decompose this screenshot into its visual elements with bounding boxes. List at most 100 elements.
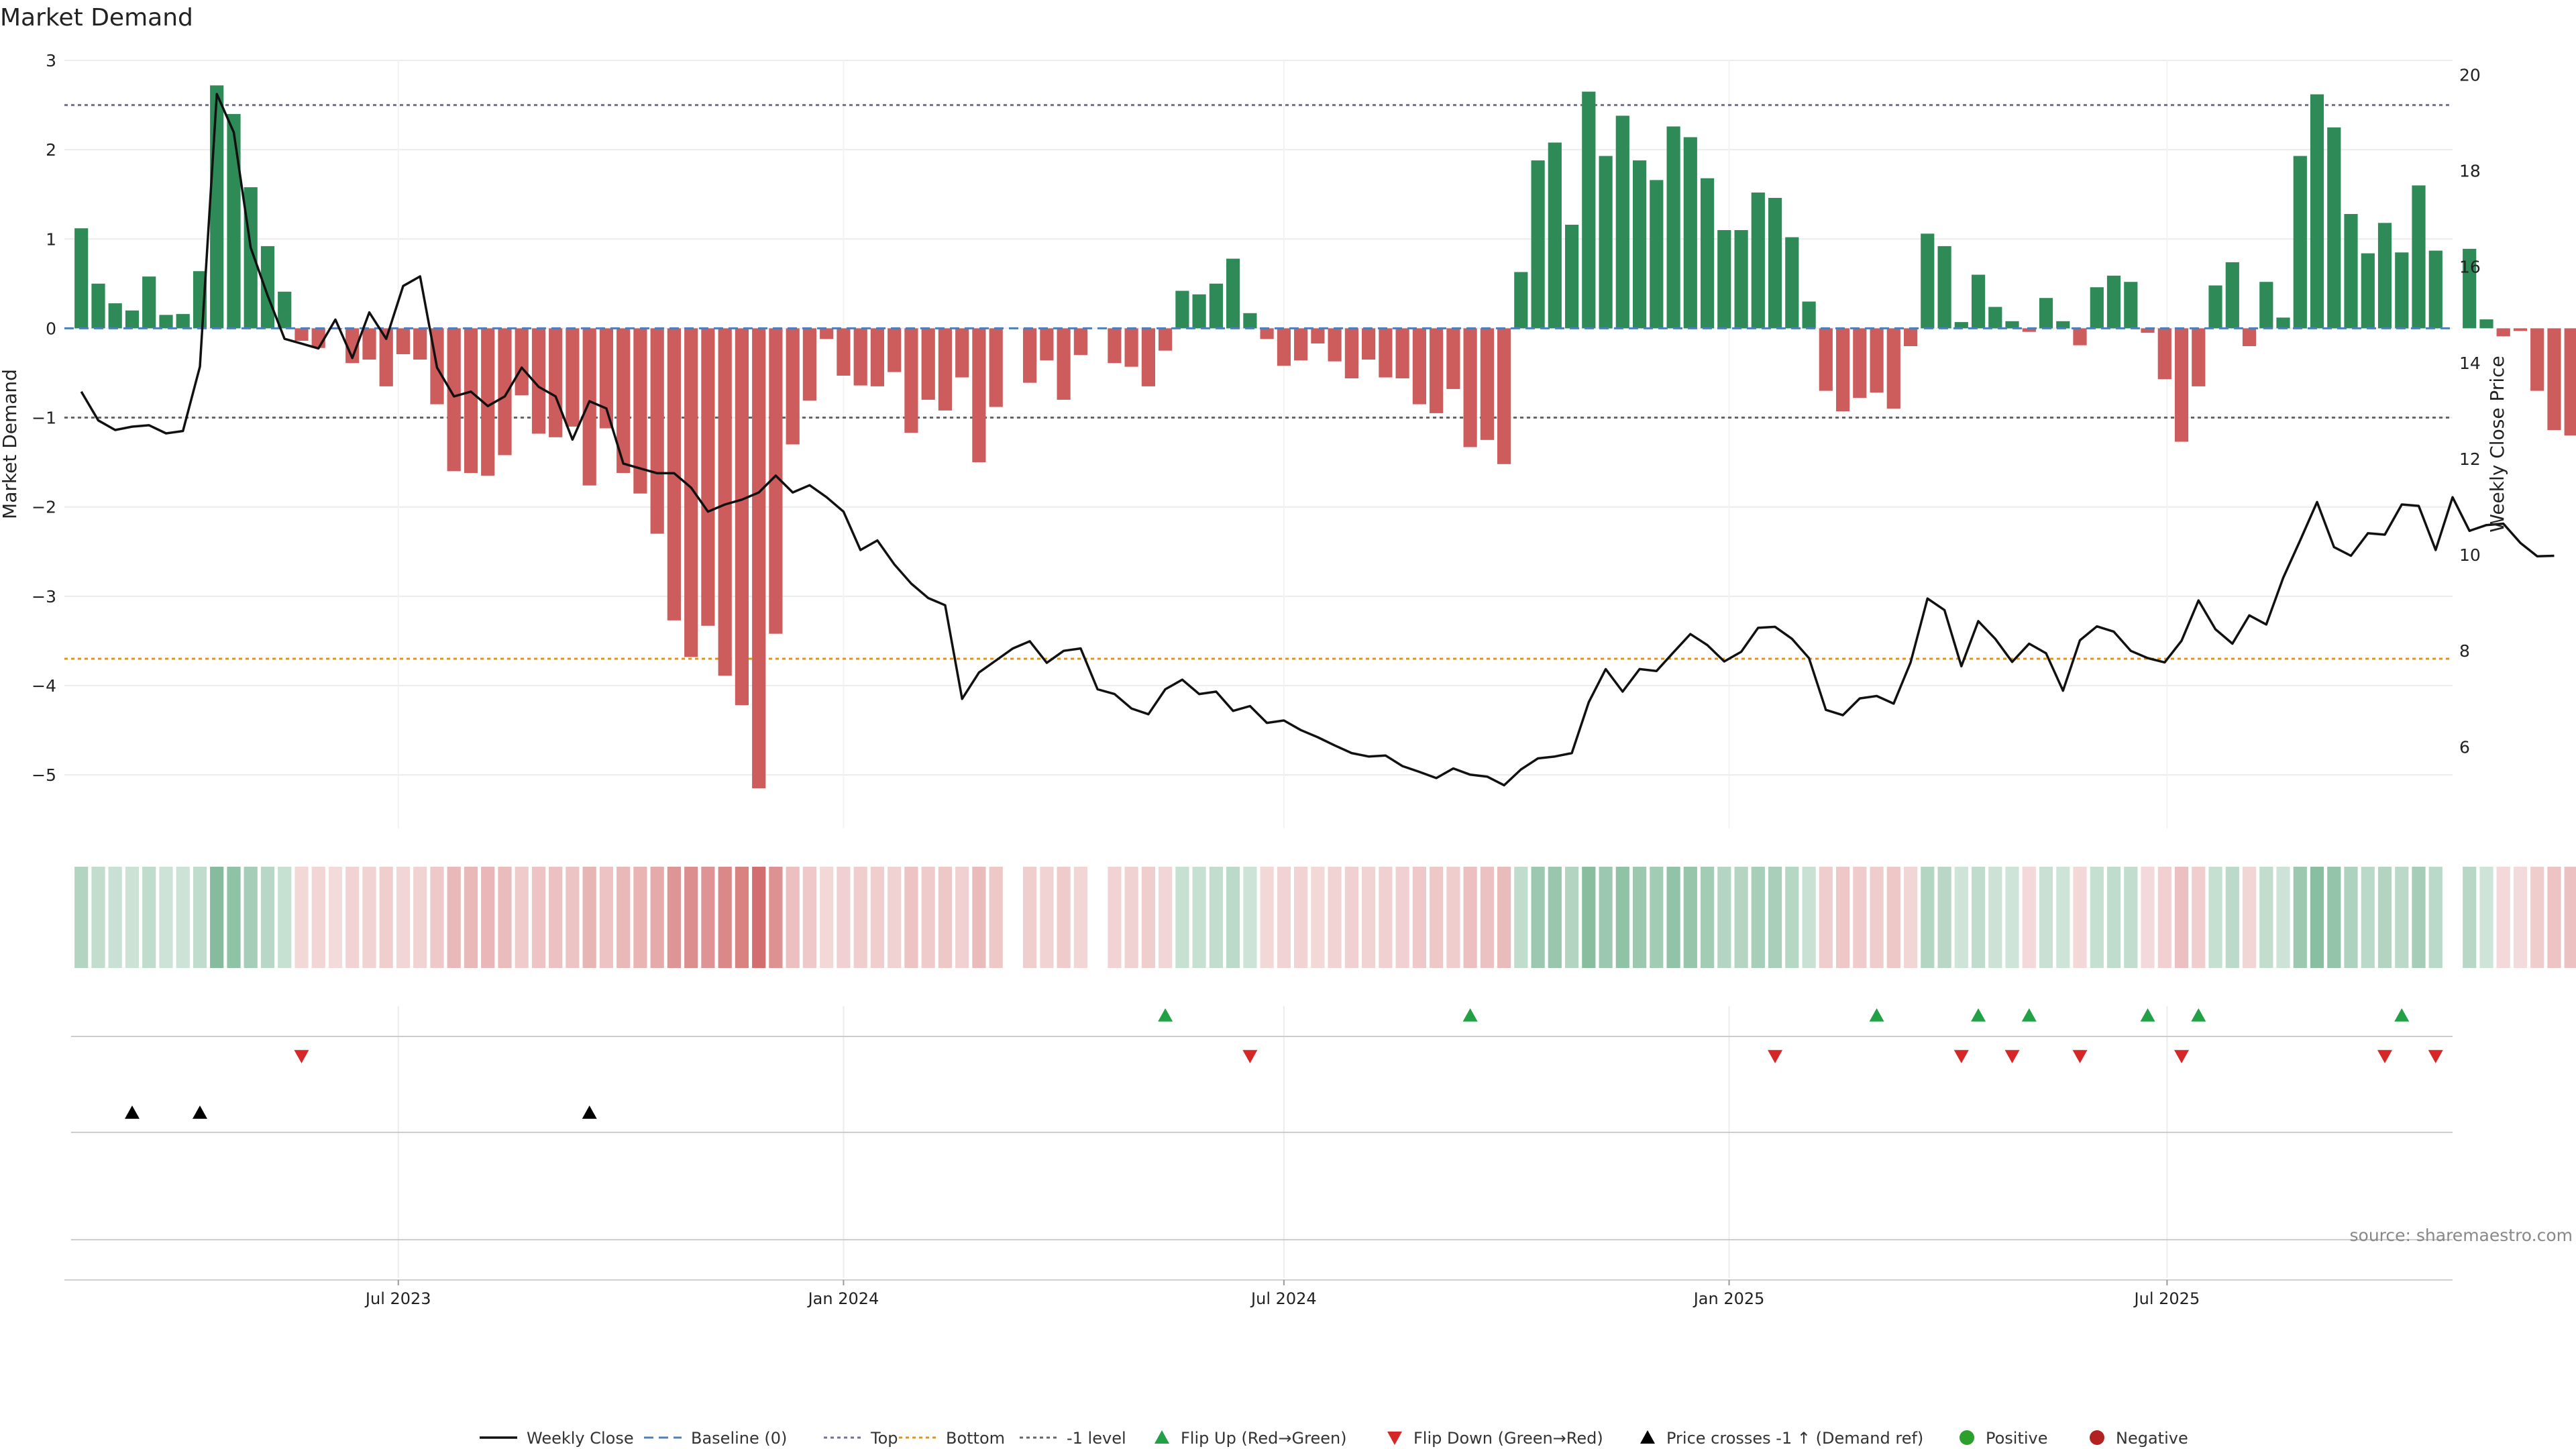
heat-cell — [2022, 867, 2036, 968]
demand-bar — [1785, 237, 1799, 329]
heat-cell — [1836, 867, 1850, 968]
heat-cell — [802, 867, 816, 968]
demand-bar — [1108, 328, 1122, 364]
heat-cell — [989, 867, 1003, 968]
heat-cell — [74, 867, 89, 968]
demand-bar — [362, 328, 376, 360]
heat-cell — [2428, 867, 2443, 968]
demand-bar — [176, 314, 190, 329]
demand-bar — [1395, 328, 1409, 378]
demand-bar — [2428, 250, 2443, 329]
heat-cell — [193, 867, 207, 968]
demand-bar — [1446, 328, 1460, 389]
heat-cell — [2259, 867, 2273, 968]
heat-cell — [684, 867, 698, 968]
demand-bar — [972, 328, 986, 463]
heat-cell — [938, 867, 952, 968]
legend-item: -1 level — [1020, 1429, 1126, 1448]
heat-cell — [2039, 867, 2053, 968]
heat-cell — [1819, 867, 1833, 968]
demand-bar — [1311, 328, 1325, 343]
heat-cell — [2293, 867, 2307, 968]
flip-up-marker — [1462, 1008, 1478, 1022]
y-left-tick-label: −1 — [32, 409, 56, 428]
flip-up-marker — [1869, 1008, 1884, 1022]
heat-cell — [1463, 867, 1477, 968]
demand-bar — [1226, 258, 1240, 329]
demand-bar — [1497, 328, 1511, 464]
y-left-tick-label: −5 — [32, 765, 56, 785]
demand-bar — [2530, 328, 2544, 391]
heat-cell — [735, 867, 749, 968]
demand-bar — [1802, 301, 1816, 329]
demand-bar — [684, 328, 698, 657]
heat-cell — [1057, 867, 1071, 968]
legend-swatch-flip-up — [1155, 1430, 1169, 1444]
legend-item: Price crosses -1 ↑ (Demand ref) — [1640, 1429, 1923, 1448]
price-cross-marker — [192, 1106, 207, 1119]
heat-cell — [515, 867, 529, 968]
demand-bar — [2174, 328, 2189, 442]
heat-cell — [159, 867, 173, 968]
flip-down-marker — [2428, 1050, 2443, 1063]
heat-cell — [1802, 867, 1816, 968]
heat-cell — [1412, 867, 1426, 968]
demand-bars — [64, 85, 2576, 789]
heat-cell — [820, 867, 834, 968]
demand-heat-strip — [74, 867, 2576, 968]
heat-cell — [1344, 867, 1358, 968]
demand-bar — [1379, 328, 1393, 378]
flip-up-marker — [2394, 1008, 2410, 1022]
demand-bar — [1243, 313, 1257, 329]
demand-bar — [2293, 156, 2307, 329]
heat-cell — [2141, 867, 2155, 968]
demand-bar — [2310, 94, 2324, 329]
demand-bar — [2192, 328, 2206, 386]
heat-cell — [430, 867, 444, 968]
legend-label: Flip Down (Green→Red) — [1413, 1429, 1603, 1448]
flip-up-marker — [2021, 1008, 2037, 1022]
heat-cell — [278, 867, 292, 968]
demand-bar — [1870, 328, 1884, 393]
legend-swatch-price-cross — [1640, 1430, 1655, 1444]
heat-cell — [1565, 867, 1579, 968]
heat-cell — [2361, 867, 2375, 968]
heat-cell — [1666, 867, 1680, 968]
x-tick-label: Jul 2025 — [2133, 1289, 2200, 1308]
demand-bar — [549, 328, 563, 437]
heat-cell — [498, 867, 512, 968]
heat-cell — [1243, 867, 1257, 968]
heat-cell — [1328, 867, 1342, 968]
demand-bar — [1666, 126, 1680, 329]
demand-bar — [904, 328, 918, 433]
demand-bar — [515, 328, 529, 396]
price-cross-marker — [124, 1106, 140, 1119]
demand-bar — [2022, 328, 2036, 332]
heat-cell — [2463, 867, 2477, 968]
demand-bar — [2106, 275, 2121, 329]
heat-cell — [1683, 867, 1697, 968]
legend-item: Negative — [2090, 1429, 2188, 1448]
demand-bar — [413, 328, 427, 360]
heat-cell — [413, 867, 427, 968]
heat-cell — [244, 867, 258, 968]
heat-cell — [2192, 867, 2206, 968]
demand-bar — [820, 328, 834, 339]
demand-bar — [1768, 198, 1782, 329]
heat-cell — [1294, 867, 1308, 968]
heat-cell — [2242, 867, 2257, 968]
demand-bar — [1954, 322, 1968, 329]
legend-item: Flip Up (Red→Green) — [1155, 1429, 1347, 1448]
heat-cell — [1277, 867, 1291, 968]
heat-cell — [2377, 867, 2392, 968]
demand-bar — [1683, 137, 1697, 329]
demand-bar — [1615, 115, 1629, 329]
demand-bar — [2141, 328, 2155, 333]
heat-cell — [1599, 867, 1613, 968]
heat-cell — [1430, 867, 1444, 968]
demand-bar — [1853, 328, 1867, 398]
demand-bar — [566, 328, 580, 427]
heat-cell — [1141, 867, 1155, 968]
demand-bar — [108, 303, 122, 329]
